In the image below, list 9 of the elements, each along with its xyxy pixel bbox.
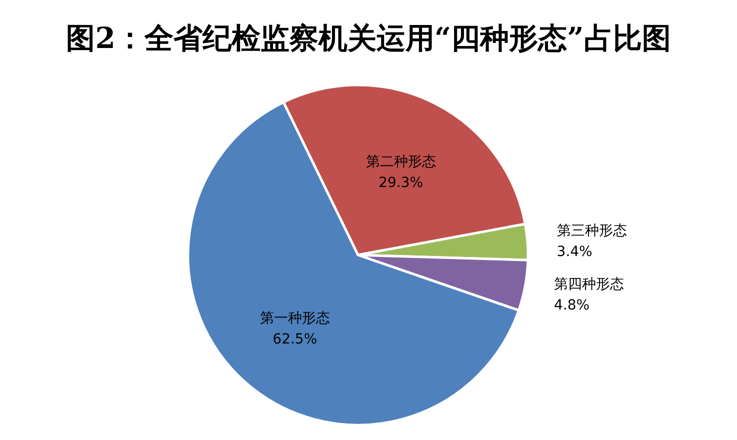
slice-label: 第四种形态 — [554, 276, 624, 292]
slice-label: 第二种形态 — [366, 154, 436, 170]
slice-label: 第一种形态 — [260, 310, 330, 326]
chart-title: 图2：全省纪检监察机关运用“四种形态”占比图 — [66, 21, 671, 55]
slice-label: 第三种形态 — [556, 223, 627, 240]
data-label: 62.5% — [272, 331, 318, 348]
data-label: 3.4% — [556, 244, 592, 260]
data-label: 4.8% — [554, 297, 590, 314]
data-label: 29.3% — [378, 174, 424, 191]
